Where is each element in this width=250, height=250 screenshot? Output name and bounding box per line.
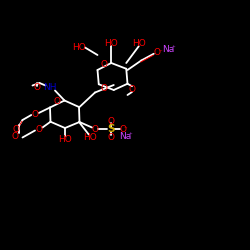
Text: Na: Na — [119, 132, 131, 141]
Text: O: O — [128, 85, 136, 94]
Text: HO: HO — [132, 39, 145, 48]
Text: S: S — [107, 124, 114, 134]
Text: O: O — [34, 84, 40, 92]
Text: O: O — [100, 84, 107, 93]
Text: O: O — [154, 48, 160, 57]
Text: HO: HO — [104, 39, 118, 48]
Text: ⁻: ⁻ — [124, 126, 128, 132]
Text: ⁻: ⁻ — [159, 49, 162, 55]
Text: ⁺: ⁺ — [128, 133, 132, 139]
Text: O: O — [107, 133, 114, 142]
Text: ⁺: ⁺ — [172, 46, 175, 52]
Text: Na: Na — [162, 46, 174, 54]
Text: O: O — [35, 125, 42, 134]
Text: O: O — [119, 125, 126, 134]
Text: NH: NH — [43, 83, 57, 92]
Text: O: O — [12, 125, 19, 134]
Text: O: O — [12, 132, 18, 141]
Text: O: O — [32, 110, 38, 119]
Text: HO: HO — [72, 43, 86, 52]
Text: O: O — [54, 98, 60, 106]
Text: HO: HO — [58, 136, 72, 144]
Text: O: O — [101, 60, 108, 69]
Text: O: O — [91, 125, 98, 134]
Text: O: O — [107, 117, 114, 126]
Text: HO: HO — [84, 134, 98, 142]
